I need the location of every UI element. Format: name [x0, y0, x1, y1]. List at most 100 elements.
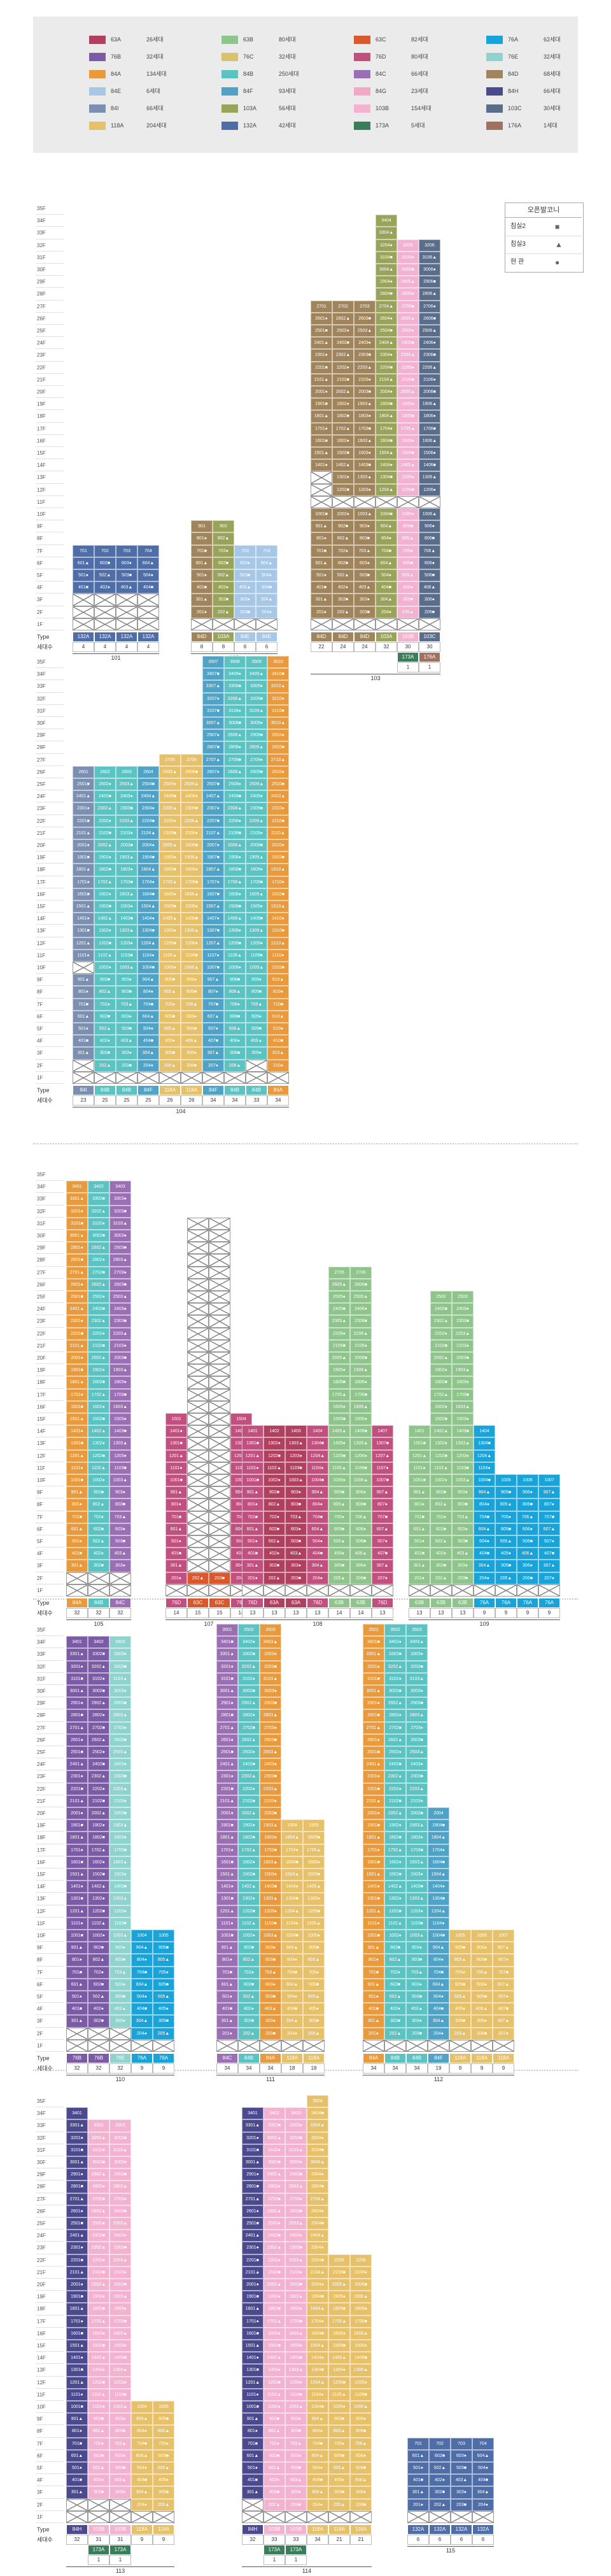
- unit-cell: 401■: [165, 1548, 187, 1560]
- floor-label: 33F: [36, 1648, 64, 1661]
- floor-label: 3F: [36, 2486, 64, 2499]
- unit-cell: 1103■: [285, 1462, 307, 1474]
- unit-cell: 603●: [109, 1978, 131, 1991]
- unit-cell: 3002■: [384, 1685, 406, 1698]
- unit-count-cell: 34: [307, 2535, 328, 2545]
- unit-cell: 2102■: [384, 1795, 406, 1807]
- unit-cell: 1708▲: [224, 876, 246, 888]
- unit-cell: 406▲: [419, 581, 440, 594]
- unit-cell: 1303▲: [406, 1893, 428, 1905]
- unit-cell: 204●: [307, 2498, 328, 2511]
- unit-cell: 805▲: [153, 2425, 174, 2438]
- unit-cell: 3001▲: [242, 2156, 263, 2169]
- unit-cell: 1104●: [281, 1917, 303, 1930]
- unit-cell: 507●: [372, 1535, 393, 1548]
- pilotis-cell: [187, 1352, 209, 1365]
- unit-count-cell: 32: [109, 1608, 131, 1618]
- unit-cell: 702●: [384, 1966, 406, 1979]
- unit-cell: 2701▲: [66, 1721, 88, 1734]
- unit-cell: 2002▲: [88, 1352, 109, 1365]
- pilotis-cell: [109, 2027, 131, 2040]
- unit-cell: 703▲: [285, 1511, 307, 1523]
- unit-cell: 504●: [131, 1991, 153, 2003]
- unit-cell: 304▲: [307, 2486, 328, 2499]
- unit-cell: 1201▲: [66, 1449, 88, 1462]
- legend-swatch: [354, 122, 370, 130]
- unit-cell: 3501: [363, 1624, 384, 1637]
- unit-cell: 206■: [350, 1572, 372, 1584]
- unit-cell: 301▲: [66, 2486, 88, 2499]
- unit-cell: 1207▲: [372, 1449, 393, 1462]
- unit-cell: 1809●: [246, 864, 267, 876]
- unit-cell: 408●: [224, 1035, 246, 1048]
- unit-cell: 1801▲: [311, 410, 332, 423]
- pilotis-cell: [209, 1535, 230, 1548]
- floor-label: 17F: [36, 423, 64, 435]
- unit-cell: 3207●: [202, 692, 224, 705]
- unit-cell: 202▲: [263, 1572, 285, 1584]
- unit-cell: 702: [429, 2437, 451, 2450]
- unit-cell: 201●: [165, 1572, 187, 1584]
- unit-type-cell: 84D: [332, 632, 354, 642]
- floor-label: 32F: [36, 693, 64, 705]
- unit-cell: 704■: [376, 544, 397, 557]
- unit-cell: 3103▲: [260, 1672, 281, 1685]
- unit-cell: 2901●: [216, 1697, 238, 1710]
- unit-cell: 305■: [328, 2486, 350, 2499]
- pilotis-cell: [187, 1498, 209, 1511]
- unit-cell: 3108●: [224, 704, 246, 717]
- unit-cell: 603●: [260, 1978, 281, 1991]
- unit-cell: 1201▲: [242, 2376, 263, 2389]
- floor-label: 1F: [36, 2040, 64, 2052]
- unit-cell: 804●: [376, 532, 397, 545]
- floor-label: 21F: [36, 827, 64, 839]
- unit-cell: 1201▲: [216, 1905, 238, 1918]
- unit-cell: 1101●: [363, 1917, 384, 1930]
- unit-cell: 1702▲: [332, 422, 354, 435]
- unit-cell: 3103▲: [406, 1672, 428, 1685]
- unit-count-cell: 26: [181, 1095, 202, 1106]
- unit-cell: 3304▲: [376, 227, 397, 239]
- unit-cell: 607▲: [372, 1523, 393, 1535]
- unit-cell: 2401▲: [242, 2230, 263, 2242]
- unit-cell: 606●: [471, 1978, 493, 1991]
- unit-cell: 701■: [216, 1966, 238, 1979]
- unit-cell: 401■: [66, 2474, 88, 2487]
- unit-cell: 1902●: [430, 1364, 452, 1377]
- unit-cell: 701■: [242, 1511, 263, 1523]
- floor-label: 14F: [36, 459, 64, 472]
- unit-cell: 1202■: [88, 1449, 109, 1462]
- unit-cell: 2603■: [109, 1733, 131, 1746]
- floor-label: 9F: [36, 1942, 64, 1954]
- unit-cell: 3103▲: [285, 2144, 307, 2156]
- unit-cell: 207●: [372, 1572, 393, 1584]
- unit-cell: 704: [256, 544, 277, 557]
- unit-cell: 304▲: [281, 2015, 303, 2028]
- unit-cell: 1706■: [419, 422, 440, 435]
- unit-count-cell: 24: [332, 642, 354, 652]
- unit-cell: 307▲: [493, 2015, 514, 2028]
- unit-cell: 309●: [246, 1047, 267, 1060]
- unit-cell: 1102▲: [94, 949, 116, 962]
- unit-cell: 2305▲: [159, 802, 181, 815]
- unit-cell: 203■: [116, 1059, 137, 1072]
- unit-cell: 2103●: [354, 373, 376, 386]
- unit-cell: 1805■: [303, 1832, 325, 1844]
- unit-cell: 1005●: [303, 1930, 325, 1942]
- pilotis-cell: [187, 1486, 209, 1499]
- unit-type-cell: 132A: [472, 2524, 494, 2535]
- unit-cell: 2801■: [242, 2181, 263, 2193]
- unit-cell: 804●: [307, 1498, 328, 1511]
- unit-cell: 2702■: [88, 2193, 109, 2205]
- pilotis-cell: [88, 1584, 109, 1597]
- floor-label: 28F: [36, 1254, 64, 1267]
- unit-cell: 204●: [256, 606, 277, 618]
- unit-cell: 1101●: [66, 1462, 88, 1474]
- unit-cell: 1002●: [332, 508, 354, 521]
- unit-cell: 701■: [165, 1511, 187, 1523]
- unit-cell: 206■: [419, 606, 440, 618]
- pilotis-cell: [137, 618, 159, 630]
- unit-cell: 605■: [153, 2449, 174, 2462]
- unit-cell: 2105■: [159, 827, 181, 839]
- unit-cell: 2605▲: [397, 312, 419, 325]
